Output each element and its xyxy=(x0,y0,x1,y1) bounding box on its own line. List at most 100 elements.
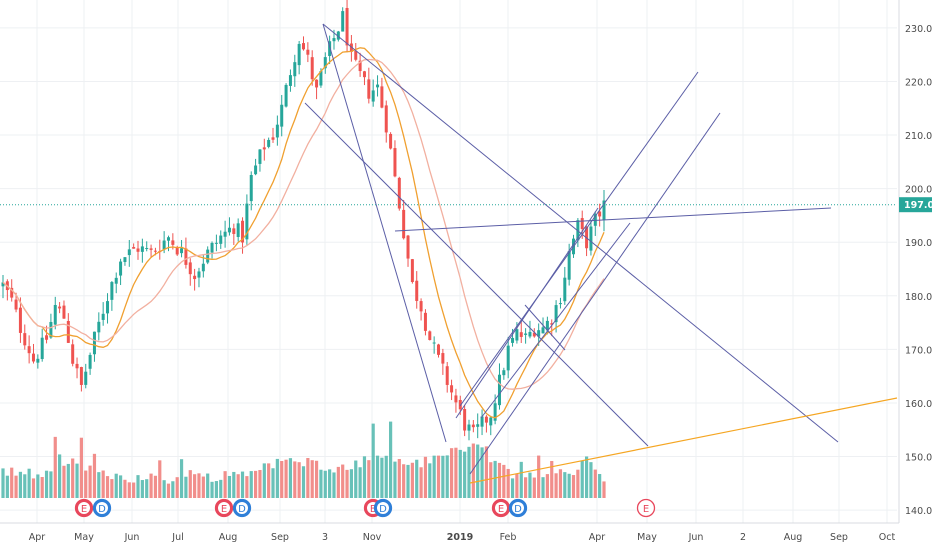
candle-body xyxy=(166,237,170,241)
price-tick-label: 230.00 xyxy=(905,24,932,35)
volume-bar xyxy=(415,459,419,498)
candle-body xyxy=(437,344,441,355)
event-marker-inner xyxy=(512,502,524,514)
time-tick-label: May xyxy=(74,532,94,543)
candle-body xyxy=(458,399,462,410)
volume-bar xyxy=(449,448,454,498)
volume-bar xyxy=(206,473,210,498)
candle-body xyxy=(206,249,210,263)
earnings-marker: E xyxy=(74,498,94,518)
volume-bar xyxy=(245,476,249,498)
volume-bar xyxy=(40,477,44,498)
candle-body xyxy=(406,235,410,259)
dividend-marker: D xyxy=(92,498,112,518)
volume-bar xyxy=(75,463,79,498)
candle-body xyxy=(75,363,79,369)
volume-bar xyxy=(384,455,388,498)
candle-body xyxy=(471,424,475,428)
candle-body xyxy=(376,84,380,88)
volume-bar xyxy=(336,466,340,498)
volume-bar xyxy=(201,476,205,498)
volume-bar xyxy=(367,460,371,498)
candle-body xyxy=(193,275,197,280)
volume-bar xyxy=(179,459,184,498)
volume-bar xyxy=(23,474,27,498)
candle-body xyxy=(66,320,70,343)
candle-body xyxy=(241,220,245,243)
volume-bar xyxy=(602,481,606,498)
candle-body xyxy=(254,165,258,175)
candle-body xyxy=(149,248,153,250)
volume-bar xyxy=(519,461,523,498)
price-tick-label: 190.00 xyxy=(905,238,932,249)
volume-bar xyxy=(406,464,410,498)
volume-bar xyxy=(14,475,18,498)
candle-body xyxy=(184,248,188,265)
volume-bar xyxy=(58,454,62,498)
volume-bar xyxy=(371,423,375,498)
volume-bar xyxy=(528,472,532,498)
dividend-marker: D xyxy=(232,498,252,518)
volume-bar xyxy=(140,480,144,498)
candle-body xyxy=(367,79,371,99)
volume-bar xyxy=(88,465,92,498)
candle-body xyxy=(145,248,149,250)
time-tick-label: Apr xyxy=(589,532,606,543)
volume-bar xyxy=(510,478,515,498)
volume-bar xyxy=(101,470,105,498)
candle-body xyxy=(62,305,66,319)
volume-bar xyxy=(584,456,589,498)
candle-body xyxy=(284,84,288,107)
event-marker-inner xyxy=(640,502,652,514)
time-tick-label: Jul xyxy=(171,532,183,543)
last-price-label-bg xyxy=(899,197,932,213)
volume-bar xyxy=(66,463,70,498)
candle-body xyxy=(88,354,92,369)
volume-bar xyxy=(92,453,97,498)
volume-bar xyxy=(524,477,528,498)
candle-body xyxy=(262,147,266,150)
volume-bar xyxy=(428,463,432,498)
volume-bar xyxy=(284,459,288,498)
candle-body xyxy=(258,149,262,164)
candle-body xyxy=(280,104,284,127)
candle-body xyxy=(23,333,27,346)
candle-body xyxy=(502,370,506,376)
volume-bar xyxy=(550,460,554,498)
trendline xyxy=(304,102,649,447)
volume-bar xyxy=(127,482,131,498)
volume-bar xyxy=(432,455,436,498)
candle-body xyxy=(476,424,480,427)
candle-body xyxy=(528,331,532,337)
volume-bars xyxy=(1,421,606,498)
price-tick-label: 180.00 xyxy=(905,292,932,303)
candle-body xyxy=(123,257,127,262)
grid xyxy=(0,0,897,523)
volume-bar xyxy=(132,482,136,498)
volume-bar xyxy=(288,458,293,498)
candle-body xyxy=(362,71,366,78)
time-tick-label: Apr xyxy=(29,532,46,543)
candle-body xyxy=(397,177,401,209)
volume-bar xyxy=(319,469,323,498)
volume-bar xyxy=(545,474,549,498)
price-tick-label: 220.00 xyxy=(905,77,932,88)
earnings-marker: E xyxy=(491,498,511,518)
dividend-marker: D xyxy=(508,498,528,518)
event-marker-letter: D xyxy=(379,504,387,515)
volume-bar xyxy=(410,462,414,498)
candle-body xyxy=(345,7,349,46)
volume-bar xyxy=(354,460,358,498)
candle-body xyxy=(1,282,5,287)
candle-body xyxy=(201,263,205,272)
trendline xyxy=(322,23,447,443)
volume-bar xyxy=(463,451,467,498)
price-tick-label: 200.00 xyxy=(905,185,932,196)
trendline-drawings[interactable] xyxy=(304,23,898,484)
candle-body xyxy=(602,200,606,220)
volume-bar xyxy=(532,477,536,498)
candle-body xyxy=(537,330,541,337)
candle-body xyxy=(227,227,231,233)
candle-body xyxy=(36,358,40,363)
